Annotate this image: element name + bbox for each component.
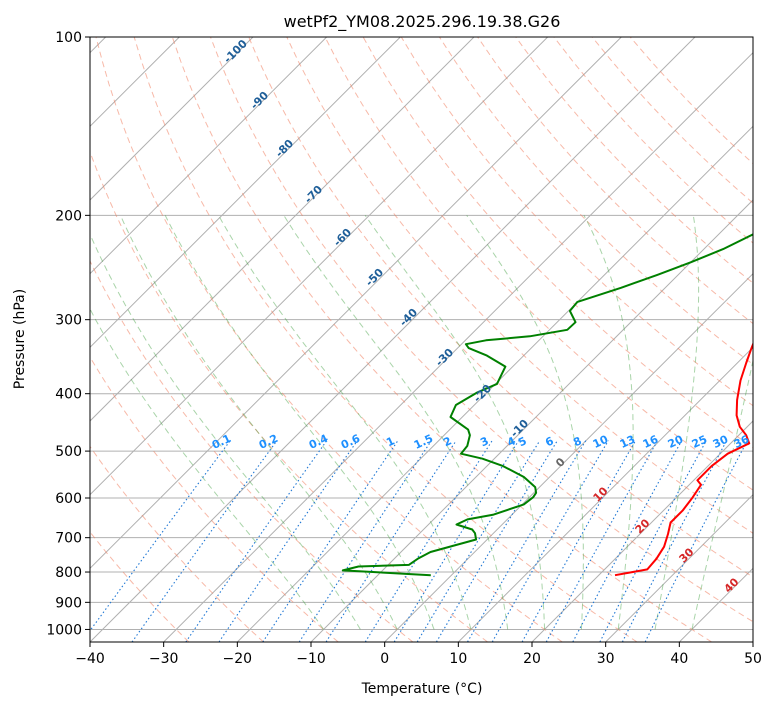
series [341,233,753,577]
x-tick-label: 0 [380,651,389,667]
y-tick-label: 300 [55,313,82,329]
dry-adiabat [90,356,339,642]
dry-adiabat [210,37,753,623]
isotherm [90,37,622,570]
mixing-ratio-line [644,440,748,642]
dry-adiabat [248,37,753,578]
x-tick-label: −40 [75,651,105,667]
x-tick-label: 50 [744,651,762,667]
moist-adiabat [119,215,398,630]
isotherm [384,272,753,642]
mixing-ratio-line [435,440,558,642]
isotherm [90,37,475,422]
mixing-ratio-lines [90,440,748,642]
moist-adiabat [654,215,700,630]
dewpoint-profile [341,233,753,577]
moist-adiabat [466,215,584,630]
x-tick-label: −30 [149,651,179,667]
isotherm [90,37,696,642]
dry-adiabat [90,445,264,642]
dry-adiabat [515,37,753,284]
isotherm [752,641,753,642]
x-tick-label: −20 [223,651,253,667]
y-axis-title: Pressure (hPa) [12,289,28,389]
isotherm [90,37,549,496]
gridlines [90,37,753,630]
x-tick-label: 30 [597,651,615,667]
moist-adiabat [283,215,509,630]
temperature-profile [614,341,753,577]
mixing-ratio-line [416,440,541,642]
y-tick-label: 100 [55,30,82,46]
mixing-ratio-line [131,440,278,642]
y-tick-label: 400 [55,387,82,403]
y-tick-label: 1000 [46,622,82,638]
mixing-ratio-line [521,440,637,642]
dry-adiabat [95,37,563,642]
moist-adiabat [218,215,472,630]
moist-adiabat [90,308,324,630]
x-tick-label: 40 [670,651,688,667]
dry-adiabat [286,37,753,534]
x-tick-label: 10 [449,651,467,667]
mixing-ratio-line [325,440,457,642]
mixing-ratio-line [185,440,328,642]
mixing-ratio-label: 13 [618,433,637,451]
isotherm [90,37,401,349]
x-tick-label: 20 [523,651,541,667]
y-tick-label: 200 [55,208,82,224]
mixing-ratio-label: 25 [690,433,709,451]
plot-area [90,37,753,642]
y-tick-label: 500 [55,444,82,460]
dry-adiabat [171,37,712,642]
mixing-ratio-line [467,440,587,642]
plot-background [90,37,753,642]
moist-adiabats [90,215,753,630]
x-axis: −40 −30 −20 −10 0 10 20 30 40 50 [75,642,762,667]
y-axis: 100 200 300 400 500 600 700 800 900 1000 [46,30,90,638]
mixing-ratio-line [393,440,520,642]
chart-title: wetPf2_YM08.2025.296.19.38.G26 [284,12,561,32]
mixing-ratio-label: 30 [711,433,731,451]
moist-adiabat [583,215,634,630]
dry-adiabat [324,37,753,491]
mixing-ratio-line [545,440,659,642]
mixing-ratio-line [364,440,493,642]
dry-adiabat [133,37,638,642]
y-tick-label: 900 [55,595,82,611]
mixing-ratio-line [491,440,609,642]
mixing-ratio-label: 20 [666,433,686,451]
mixing-ratio-line [298,440,432,642]
isotherms [90,37,753,642]
y-tick-label: 800 [55,565,82,581]
isotherm [457,346,753,642]
moist-adiabat [90,233,361,630]
moist-adiabat [691,358,753,630]
isotherm [163,51,753,642]
moist-adiabat [164,215,435,630]
y-tick-label: 600 [55,491,82,507]
x-tick-label: −10 [296,651,326,667]
mixing-ratio-label: 36 [732,433,752,451]
mixing-ratio-line [572,440,683,642]
x-axis-title: Temperature (°C) [361,681,483,697]
mixing-ratio-label: 16 [641,433,661,451]
mixing-ratio-line [90,440,231,632]
mixing-ratio-line [262,440,399,642]
moist-adiabat [364,215,546,630]
dry-adiabat [90,259,414,642]
isotherm [531,420,753,642]
mixing-ratio-label: 10 [591,433,611,451]
isotherm [236,125,753,642]
dry-adiabats [90,37,753,642]
isotherm [90,37,328,275]
plot-frame [89,36,754,643]
y-tick-label: 700 [55,531,82,547]
isotherm [605,493,753,642]
isotherm [90,37,254,201]
